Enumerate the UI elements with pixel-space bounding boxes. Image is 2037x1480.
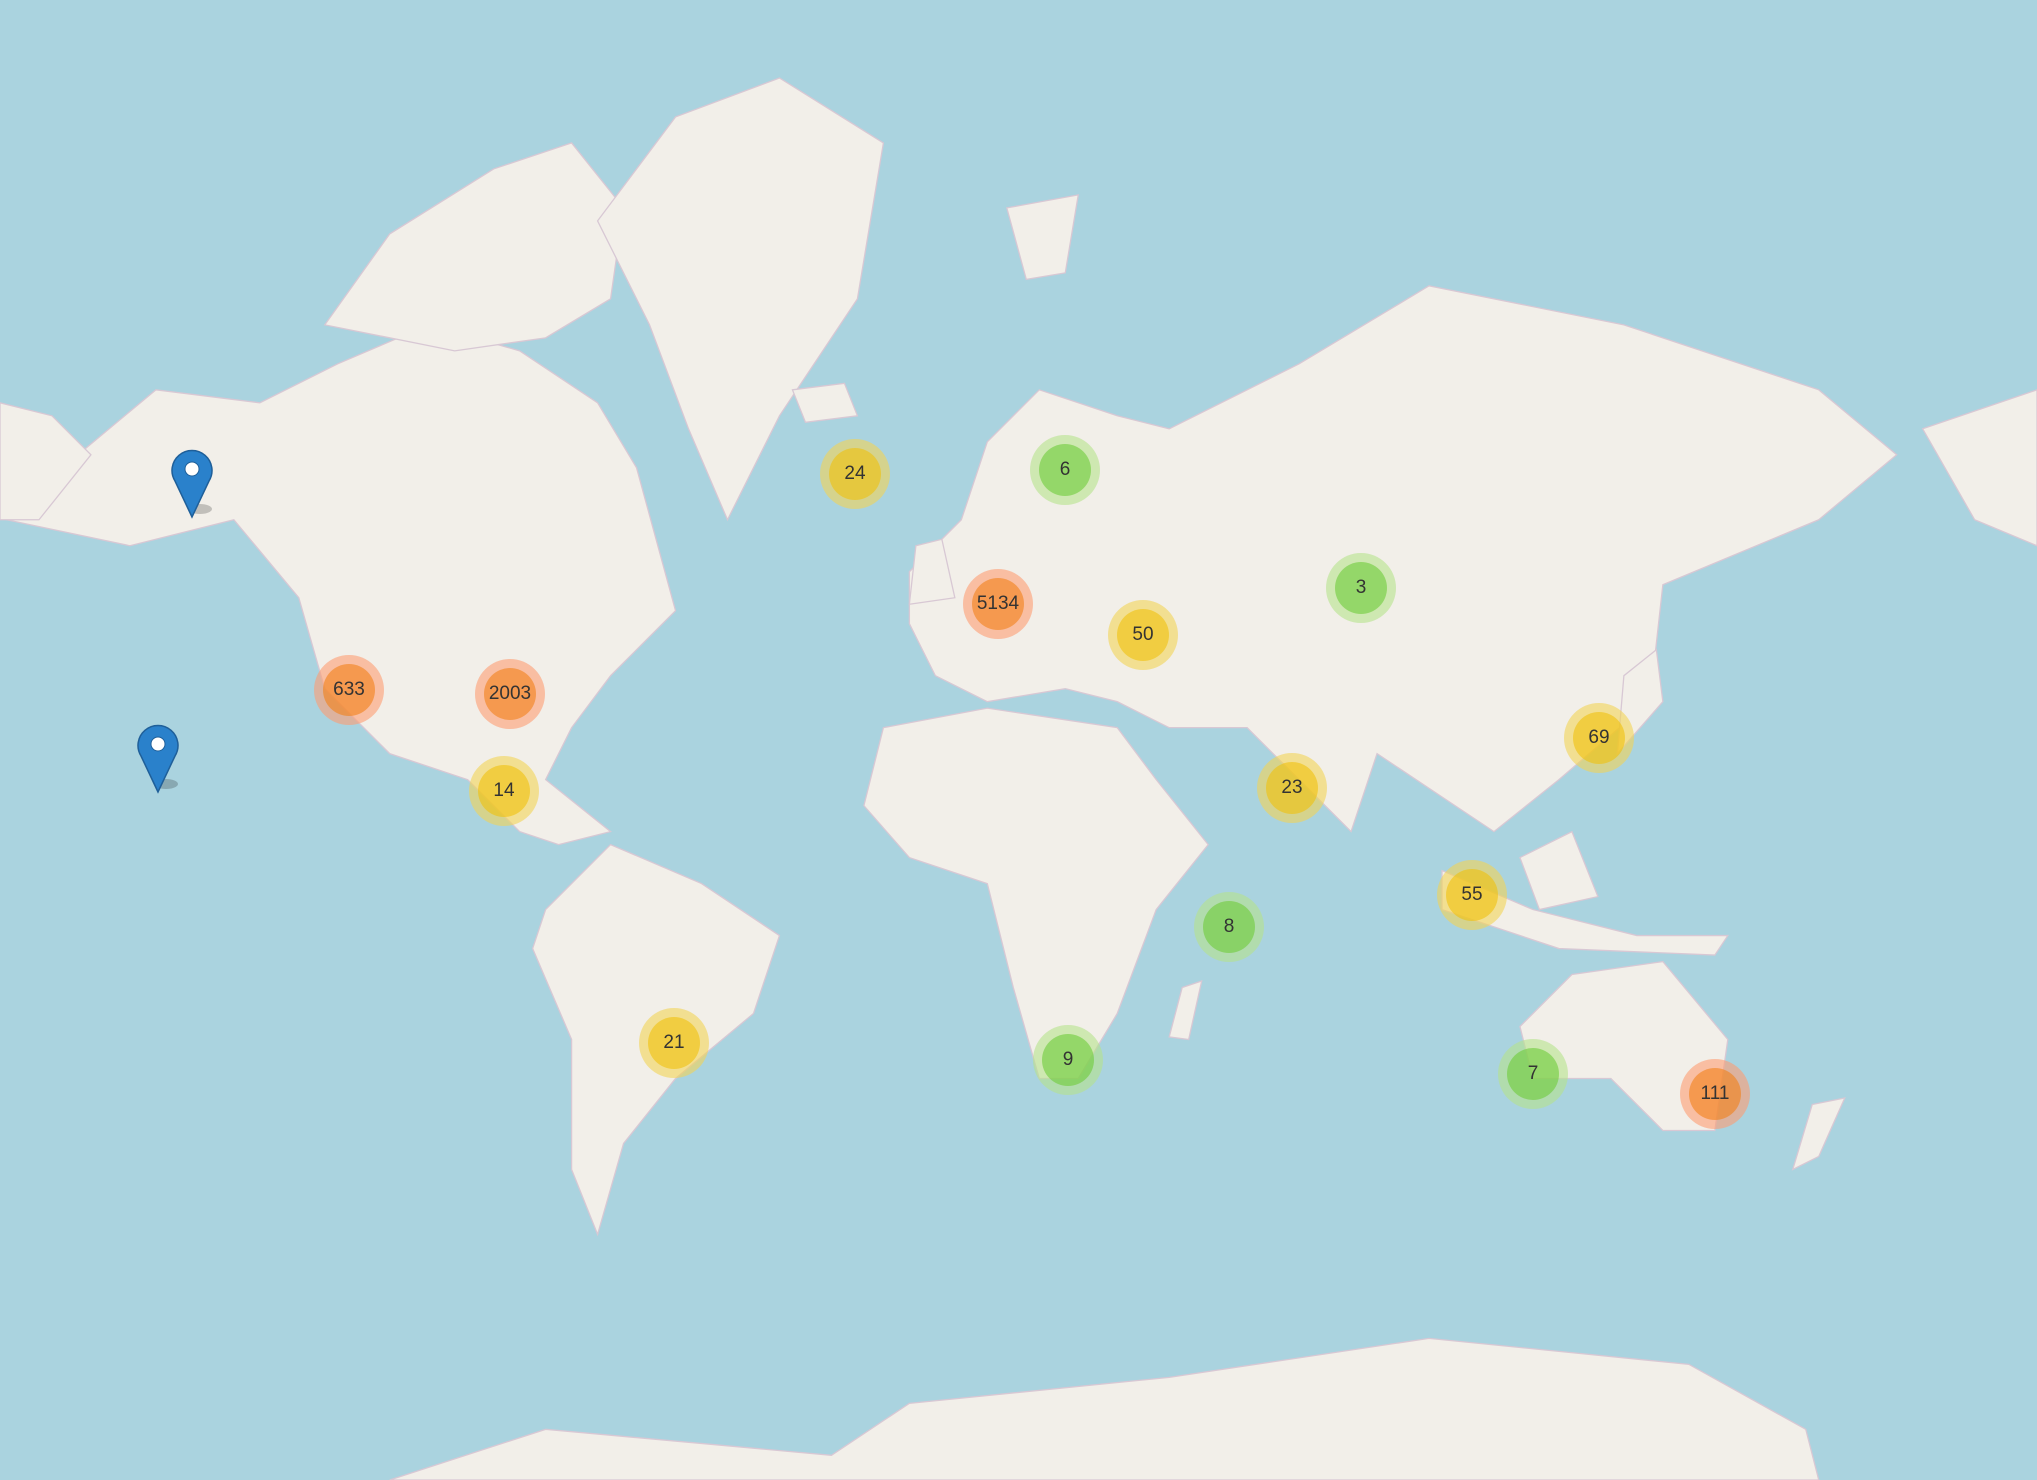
cluster-count: 6 bbox=[1039, 444, 1091, 496]
cluster-count: 21 bbox=[648, 1017, 700, 1069]
borneo bbox=[1519, 830, 1599, 911]
madagascar bbox=[1168, 980, 1203, 1041]
iceland bbox=[791, 382, 859, 424]
far-east-russia bbox=[1921, 389, 2037, 547]
cluster-count: 50 bbox=[1117, 609, 1169, 661]
marker-cluster-small[interactable]: 9 bbox=[1033, 1025, 1103, 1095]
marker-cluster-small[interactable]: 6 bbox=[1030, 435, 1100, 505]
cluster-count: 69 bbox=[1573, 712, 1625, 764]
marker-cluster-large[interactable]: 5134 bbox=[963, 569, 1033, 639]
marker-cluster-small[interactable]: 8 bbox=[1194, 892, 1264, 962]
cluster-count: 24 bbox=[829, 448, 881, 500]
map-pin-icon bbox=[137, 724, 179, 794]
greenland bbox=[596, 77, 885, 522]
marker-cluster-large[interactable]: 111 bbox=[1680, 1059, 1750, 1129]
cluster-count: 55 bbox=[1446, 869, 1498, 921]
cluster-count: 23 bbox=[1266, 762, 1318, 814]
marker-cluster-medium[interactable]: 23 bbox=[1257, 753, 1327, 823]
cluster-count: 7 bbox=[1507, 1048, 1559, 1100]
cluster-count: 8 bbox=[1203, 901, 1255, 953]
marker-cluster-medium[interactable]: 50 bbox=[1108, 600, 1178, 670]
marker-cluster-medium[interactable]: 21 bbox=[639, 1008, 709, 1078]
marker-cluster-medium[interactable]: 69 bbox=[1564, 703, 1634, 773]
marker-cluster-small[interactable]: 7 bbox=[1498, 1039, 1568, 1109]
cluster-count: 3 bbox=[1335, 562, 1387, 614]
chukotka-west bbox=[0, 402, 92, 521]
cluster-count: 633 bbox=[323, 664, 375, 716]
map-pin-alaska[interactable] bbox=[170, 447, 214, 519]
cluster-count: 111 bbox=[1689, 1068, 1741, 1120]
marker-cluster-large[interactable]: 633 bbox=[314, 655, 384, 725]
marker-cluster-medium[interactable]: 14 bbox=[469, 756, 539, 826]
svalbard bbox=[1005, 194, 1080, 281]
new-zealand bbox=[1791, 1097, 1846, 1171]
marker-cluster-large[interactable]: 2003 bbox=[475, 659, 545, 729]
cluster-count: 9 bbox=[1042, 1034, 1094, 1086]
antarctica bbox=[389, 1337, 1820, 1480]
marker-cluster-small[interactable]: 3 bbox=[1326, 553, 1396, 623]
cluster-count: 14 bbox=[478, 765, 530, 817]
cluster-count: 5134 bbox=[972, 578, 1024, 630]
marker-cluster-medium[interactable]: 24 bbox=[820, 439, 890, 509]
map-pin-icon bbox=[171, 449, 213, 519]
cluster-count: 2003 bbox=[484, 668, 536, 720]
map-pin-hawaii[interactable] bbox=[136, 722, 180, 794]
uk bbox=[908, 538, 956, 605]
marker-cluster-medium[interactable]: 55 bbox=[1437, 860, 1507, 930]
